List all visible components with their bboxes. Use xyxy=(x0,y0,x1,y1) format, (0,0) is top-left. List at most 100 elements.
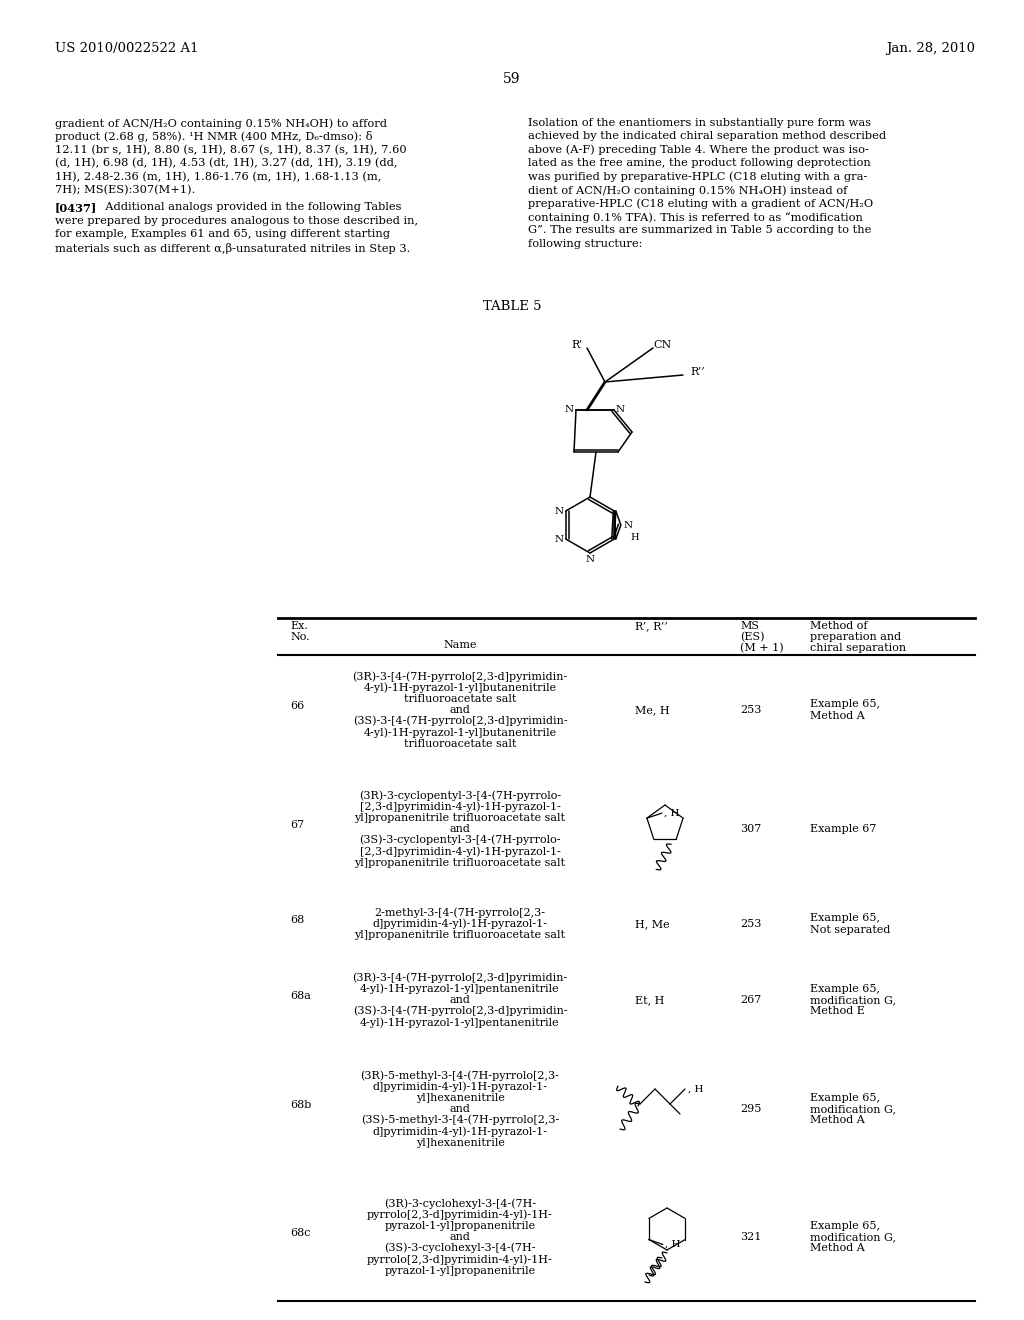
Text: [2,3-d]pyrimidin-4-yl)-1H-pyrazol-1-: [2,3-d]pyrimidin-4-yl)-1H-pyrazol-1- xyxy=(359,801,560,812)
Text: (3R)-3-cyclopentyl-3-[4-(7H-pyrrolo-: (3R)-3-cyclopentyl-3-[4-(7H-pyrrolo- xyxy=(359,791,561,801)
Text: 68a: 68a xyxy=(290,991,311,1001)
Text: 4-yl)-1H-pyrazol-1-yl]butanenitrile: 4-yl)-1H-pyrazol-1-yl]butanenitrile xyxy=(364,682,557,693)
Text: Method A: Method A xyxy=(810,1243,864,1253)
Text: Example 65,: Example 65, xyxy=(810,913,880,924)
Text: 12.11 (br s, 1H), 8.80 (s, 1H), 8.67 (s, 1H), 8.37 (s, 1H), 7.60: 12.11 (br s, 1H), 8.80 (s, 1H), 8.67 (s,… xyxy=(55,145,407,156)
Text: N: N xyxy=(586,554,595,564)
Text: above (A-F) preceding Table 4. Where the product was iso-: above (A-F) preceding Table 4. Where the… xyxy=(528,145,869,156)
Text: N: N xyxy=(555,535,564,544)
Text: Example 65,: Example 65, xyxy=(810,1221,880,1230)
Text: gradient of ACN/H₂O containing 0.15% NH₄OH) to afford: gradient of ACN/H₂O containing 0.15% NH₄… xyxy=(55,117,387,128)
Text: yl]propanenitrile trifluoroacetate salt: yl]propanenitrile trifluoroacetate salt xyxy=(354,813,565,822)
Text: Name: Name xyxy=(443,640,477,649)
Text: and: and xyxy=(450,1232,470,1242)
Text: 253: 253 xyxy=(740,705,762,715)
Text: yl]hexanenitrile: yl]hexanenitrile xyxy=(416,1138,505,1147)
Text: N: N xyxy=(616,405,625,414)
Text: 59: 59 xyxy=(503,73,521,86)
Text: N: N xyxy=(624,520,633,529)
Text: (3R)-3-[4-(7H-pyrrolo[2,3-d]pyrimidin-: (3R)-3-[4-(7H-pyrrolo[2,3-d]pyrimidin- xyxy=(352,671,567,681)
Text: was purified by preparative-HPLC (C18 eluting with a gra-: was purified by preparative-HPLC (C18 el… xyxy=(528,172,867,182)
Text: yl]propanenitrile trifluoroacetate salt: yl]propanenitrile trifluoroacetate salt xyxy=(354,858,565,867)
Text: 267: 267 xyxy=(740,995,761,1005)
Text: [2,3-d]pyrimidin-4-yl)-1H-pyrazol-1-: [2,3-d]pyrimidin-4-yl)-1H-pyrazol-1- xyxy=(359,846,560,857)
Text: 4-yl)-1H-pyrazol-1-yl]pentanenitrile: 4-yl)-1H-pyrazol-1-yl]pentanenitrile xyxy=(360,1018,560,1028)
Text: 2-methyl-3-[4-(7H-pyrrolo[2,3-: 2-methyl-3-[4-(7H-pyrrolo[2,3- xyxy=(375,908,546,919)
Text: 68: 68 xyxy=(290,915,304,925)
Text: 253: 253 xyxy=(740,919,762,929)
Text: , H: , H xyxy=(688,1085,703,1093)
Text: pyrrolo[2,3-d]pyrimidin-4-yl)-1H-: pyrrolo[2,3-d]pyrimidin-4-yl)-1H- xyxy=(368,1209,553,1220)
Text: (3R)-3-[4-(7H-pyrrolo[2,3-d]pyrimidin-: (3R)-3-[4-(7H-pyrrolo[2,3-d]pyrimidin- xyxy=(352,973,567,983)
Text: containing 0.1% TFA). This is referred to as “modification: containing 0.1% TFA). This is referred t… xyxy=(528,211,863,223)
Text: 4-yl)-1H-pyrazol-1-yl]pentanenitrile: 4-yl)-1H-pyrazol-1-yl]pentanenitrile xyxy=(360,983,560,994)
Text: and: and xyxy=(450,705,470,715)
Text: 66: 66 xyxy=(290,701,304,711)
Text: yl]propanenitrile trifluoroacetate salt: yl]propanenitrile trifluoroacetate salt xyxy=(354,931,565,940)
Text: d]pyrimidin-4-yl)-1H-pyrazol-1-: d]pyrimidin-4-yl)-1H-pyrazol-1- xyxy=(373,1081,548,1092)
Text: R’, R’’: R’, R’’ xyxy=(635,620,668,631)
Text: preparation and: preparation and xyxy=(810,632,901,642)
Text: trifluoroacetate salt: trifluoroacetate salt xyxy=(403,694,516,704)
Text: Isolation of the enantiomers in substantially pure form was: Isolation of the enantiomers in substant… xyxy=(528,117,871,128)
Text: Me, H: Me, H xyxy=(635,705,670,715)
Text: and: and xyxy=(450,1104,470,1114)
Text: materials such as different α,β-unsaturated nitriles in Step 3.: materials such as different α,β-unsatura… xyxy=(55,243,411,253)
Text: 321: 321 xyxy=(740,1232,762,1242)
Text: Example 65,: Example 65, xyxy=(810,700,880,709)
Text: pyrazol-1-yl]propanenitrile: pyrazol-1-yl]propanenitrile xyxy=(384,1266,536,1275)
Text: R’’: R’’ xyxy=(690,367,705,378)
Text: TABLE 5: TABLE 5 xyxy=(482,300,542,313)
Text: N: N xyxy=(555,507,564,516)
Text: (3R)-5-methyl-3-[4-(7H-pyrrolo[2,3-: (3R)-5-methyl-3-[4-(7H-pyrrolo[2,3- xyxy=(360,1071,559,1081)
Text: R’: R’ xyxy=(571,341,583,350)
Text: (M + 1): (M + 1) xyxy=(740,643,783,653)
Text: Additional analogs provided in the following Tables: Additional analogs provided in the follo… xyxy=(98,202,401,213)
Text: H, Me: H, Me xyxy=(635,919,670,929)
Text: 67: 67 xyxy=(290,820,304,830)
Text: (3S)-3-[4-(7H-pyrrolo[2,3-d]pyrimidin-: (3S)-3-[4-(7H-pyrrolo[2,3-d]pyrimidin- xyxy=(352,1006,567,1016)
Text: No.: No. xyxy=(290,632,309,642)
Text: were prepared by procedures analogous to those described in,: were prepared by procedures analogous to… xyxy=(55,215,418,226)
Text: pyrazol-1-yl]propanenitrile: pyrazol-1-yl]propanenitrile xyxy=(384,1221,536,1230)
Text: 295: 295 xyxy=(740,1104,762,1114)
Text: MS: MS xyxy=(740,620,759,631)
Text: (3S)-3-cyclohexyl-3-[4-(7H-: (3S)-3-cyclohexyl-3-[4-(7H- xyxy=(384,1243,536,1254)
Text: modification G,: modification G, xyxy=(810,1232,896,1242)
Text: (3S)-5-methyl-3-[4-(7H-pyrrolo[2,3-: (3S)-5-methyl-3-[4-(7H-pyrrolo[2,3- xyxy=(360,1115,559,1126)
Text: H: H xyxy=(631,533,639,543)
Text: (d, 1H), 6.98 (d, 1H), 4.53 (dt, 1H), 3.27 (dd, 1H), 3.19 (dd,: (d, 1H), 6.98 (d, 1H), 4.53 (dt, 1H), 3.… xyxy=(55,158,397,169)
Text: , H: , H xyxy=(664,809,680,817)
Text: Method E: Method E xyxy=(810,1006,865,1016)
Text: , H: , H xyxy=(665,1239,680,1249)
Text: preparative-HPLC (C18 eluting with a gradient of ACN/H₂O: preparative-HPLC (C18 eluting with a gra… xyxy=(528,198,873,209)
Text: Ex.: Ex. xyxy=(290,620,308,631)
Text: product (2.68 g, 58%). ¹H NMR (400 MHz, D₆-dmso): δ: product (2.68 g, 58%). ¹H NMR (400 MHz, … xyxy=(55,132,373,143)
Text: (3S)-3-cyclopentyl-3-[4-(7H-pyrrolo-: (3S)-3-cyclopentyl-3-[4-(7H-pyrrolo- xyxy=(359,836,561,846)
Text: [0437]: [0437] xyxy=(55,202,97,214)
Text: and: and xyxy=(450,824,470,834)
Text: N: N xyxy=(565,405,574,414)
Text: (3S)-3-[4-(7H-pyrrolo[2,3-d]pyrimidin-: (3S)-3-[4-(7H-pyrrolo[2,3-d]pyrimidin- xyxy=(352,715,567,726)
Text: modification G,: modification G, xyxy=(810,995,896,1005)
Text: US 2010/0022522 A1: US 2010/0022522 A1 xyxy=(55,42,199,55)
Text: pyrrolo[2,3-d]pyrimidin-4-yl)-1H-: pyrrolo[2,3-d]pyrimidin-4-yl)-1H- xyxy=(368,1254,553,1265)
Text: Method A: Method A xyxy=(810,1115,864,1125)
Text: Et, H: Et, H xyxy=(635,995,665,1005)
Text: 68c: 68c xyxy=(290,1228,310,1238)
Text: Jan. 28, 2010: Jan. 28, 2010 xyxy=(886,42,975,55)
Text: 7H); MS(ES):307(M+1).: 7H); MS(ES):307(M+1). xyxy=(55,185,196,195)
Text: and: and xyxy=(450,995,470,1005)
Text: chiral separation: chiral separation xyxy=(810,643,906,653)
Text: Example 65,: Example 65, xyxy=(810,1093,880,1102)
Text: Example 67: Example 67 xyxy=(810,824,877,834)
Text: CN: CN xyxy=(653,341,672,350)
Text: 307: 307 xyxy=(740,824,761,834)
Text: (3R)-3-cyclohexyl-3-[4-(7H-: (3R)-3-cyclohexyl-3-[4-(7H- xyxy=(384,1199,536,1209)
Text: G”. The results are summarized in Table 5 according to the: G”. The results are summarized in Table … xyxy=(528,226,871,235)
Text: for example, Examples 61 and 65, using different starting: for example, Examples 61 and 65, using d… xyxy=(55,230,390,239)
Text: following structure:: following structure: xyxy=(528,239,642,248)
Text: achieved by the indicated chiral separation method described: achieved by the indicated chiral separat… xyxy=(528,132,886,141)
Text: Method A: Method A xyxy=(810,710,864,721)
Text: modification G,: modification G, xyxy=(810,1104,896,1114)
